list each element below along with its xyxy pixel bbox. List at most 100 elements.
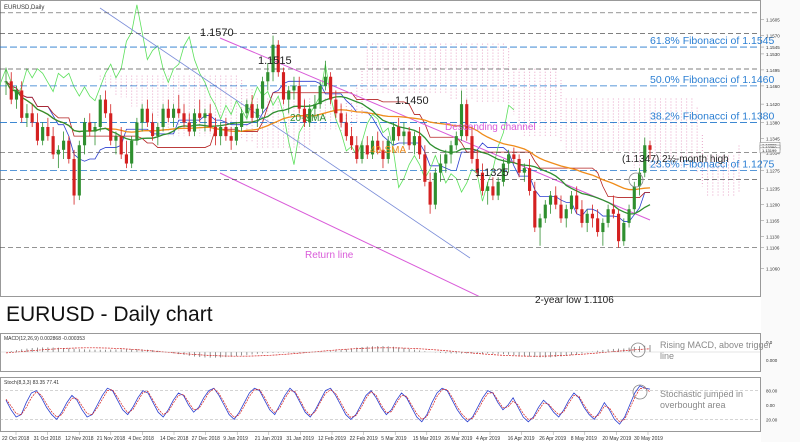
date-tick-label: 4 Dec 2018 [128, 436, 154, 442]
date-tick-label: 22 Oct 2018 [2, 436, 29, 442]
fibonacci-layer: 61.8% Fibonacci of 1.1545 50.0% Fibonacci… [0, 12, 774, 248]
candle-body [569, 195, 574, 210]
candle-body [56, 149, 60, 155]
candle-body [397, 126, 401, 137]
current-price-label: 1.13299 [762, 142, 777, 147]
candle-body [334, 99, 338, 114]
candle-body [318, 85, 322, 105]
candle-body [617, 213, 621, 242]
date-axis: 22 Oct 2018 31 Oct 2018 12 Nov 2018 21 Nov … [2, 432, 663, 442]
candle-body [412, 136, 416, 146]
candle-body [240, 113, 244, 127]
fibonacci-label: 23.6% Fibonacci of 1.1275 [650, 158, 774, 170]
stoch-marker-icon [632, 384, 648, 400]
price-axis: 1.1605 1.1570 1.1545 1.1530 1.1495 1.1460 1.14… [759, 18, 781, 272]
candle-body [135, 122, 139, 141]
candle-body [386, 140, 390, 159]
candle-body [140, 108, 144, 123]
price-tick-label: 1.1130 [766, 235, 780, 240]
candle-body [433, 172, 437, 205]
chart-annotation: 1.1570 [200, 27, 234, 39]
date-tick-label: 21 Jan 2019 [255, 436, 283, 442]
candle-body [297, 85, 301, 109]
candle-body [20, 90, 24, 118]
date-tick-label: 22 Feb 2019 [350, 436, 378, 442]
price-tick-label: 1.1570 [766, 34, 780, 39]
stoch-label: Stoch(8,3,3) 83.35 77.41 [4, 380, 59, 386]
candle-body [564, 209, 568, 219]
macd-panel-frame [0, 333, 761, 372]
candle-body [428, 181, 432, 205]
date-tick-label: 21 Nov 2018 [97, 436, 126, 442]
candle-body [454, 136, 458, 146]
candle-body [517, 158, 521, 173]
candle-body [229, 136, 233, 141]
chart-annotation: 1.1325 [475, 167, 509, 179]
candle-body [151, 122, 155, 137]
date-tick-label: 8 May 2019 [571, 436, 597, 442]
tenkan-line [5, 80, 650, 222]
price-tick-label: 1.1605 [766, 18, 780, 23]
macd-panel: 0.0 0.000 [0, 340, 778, 363]
price-tick-label: 1.1380 [766, 120, 780, 125]
candle-body [245, 104, 249, 114]
candle-body [501, 163, 505, 182]
fibonacci-label: 61.8% Fibonacci of 1.1545 [650, 35, 774, 47]
candle-body [632, 186, 636, 210]
date-tick-label: 5 Mar 2019 [381, 436, 407, 442]
candle-body [156, 126, 160, 137]
date-tick-label: 9 Jan 2019 [223, 436, 248, 442]
current-price-label: 1.13199 [762, 148, 777, 153]
candle-body [203, 113, 207, 118]
candle-body [627, 209, 631, 223]
price-tick-label: 1.1460 [766, 84, 780, 89]
candle-body [219, 126, 223, 137]
candle-body [287, 90, 291, 100]
candle-body [554, 195, 558, 205]
candle-body [590, 213, 594, 219]
candle-body [329, 76, 333, 100]
price-tick-label: 1.1420 [766, 102, 780, 107]
candle-body [418, 136, 422, 155]
candle-body [213, 126, 218, 137]
return-line [99, 7, 471, 259]
date-tick-label: 20 May 2019 [602, 436, 631, 442]
candle-body [407, 131, 411, 146]
candle-body [62, 140, 66, 150]
chart-annotation: Return line [305, 250, 354, 261]
candle-body [161, 108, 165, 127]
candle-body [30, 113, 34, 123]
candle-body [580, 209, 584, 223]
date-tick-label: 26 Mar 2019 [444, 436, 472, 442]
price-tick-label: 1.1060 [766, 267, 780, 272]
date-tick-label: 31 Jan 2019 [286, 436, 314, 442]
chikou-line [0, 4, 515, 202]
candle-body [25, 113, 29, 118]
candle-body [339, 113, 343, 123]
candle-body [596, 218, 600, 233]
candle-body [77, 145, 81, 196]
stoch-panel-frame [0, 377, 761, 432]
stoch-d-line [5, 387, 651, 423]
candle-body [192, 113, 197, 132]
candle-body [72, 158, 76, 196]
stoch-k-line [5, 385, 651, 425]
sma20-line [5, 80, 651, 215]
candle-body [575, 195, 579, 210]
candle-body [130, 140, 134, 164]
candle-body [302, 108, 307, 123]
chart-annotation: Descending channel [445, 122, 536, 133]
candle-body [370, 140, 375, 155]
candle-body [438, 163, 443, 173]
candle-body [103, 99, 108, 114]
price-tick-label: 1.1200 [766, 203, 780, 208]
candle-body [266, 72, 270, 82]
stoch-note-line2: overbought area [660, 400, 726, 410]
candle-body [323, 76, 327, 86]
channel-layer [99, 7, 651, 296]
candle-body [166, 108, 170, 118]
candle-body [41, 126, 45, 141]
title-box [1, 297, 241, 333]
macd-note: Rising MACD, above trigger [660, 340, 772, 350]
current-price-box [759, 147, 781, 154]
